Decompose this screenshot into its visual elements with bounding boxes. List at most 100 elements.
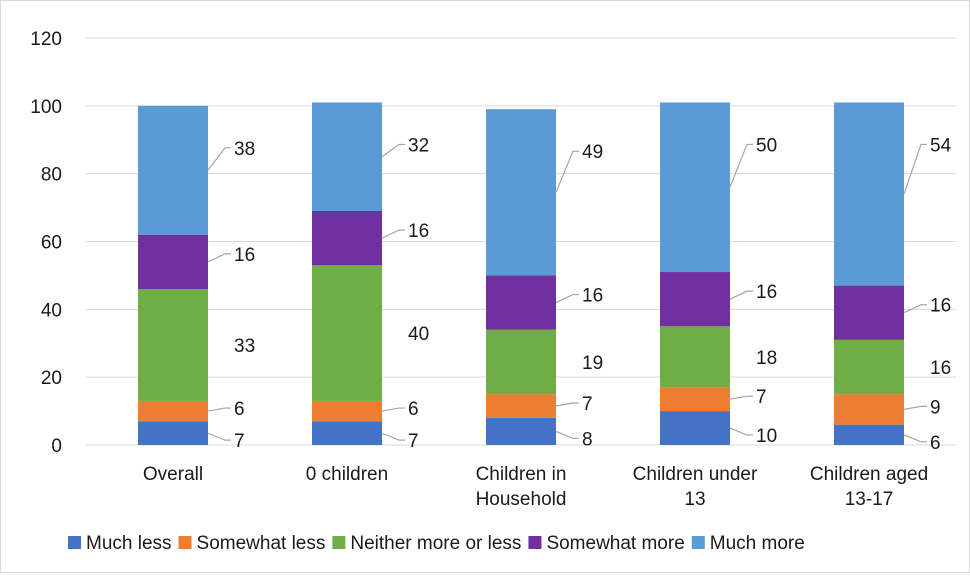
bar-segment [834, 424, 904, 445]
bar-segment [834, 394, 904, 425]
data-label: 54 [930, 135, 952, 156]
legend-label: Much more [710, 533, 805, 554]
data-label: 40 [408, 324, 429, 345]
leader-line [729, 143, 753, 188]
data-label: 16 [930, 358, 951, 379]
bar-segment [660, 102, 730, 273]
data-label: 16 [234, 245, 255, 266]
legend-swatch [68, 536, 81, 549]
bar-segment [660, 272, 730, 327]
y-tick-label: 100 [30, 97, 62, 118]
bar-segment [138, 105, 208, 235]
y-tick-label: 80 [41, 165, 62, 186]
bar-segment [660, 411, 730, 445]
data-label: 19 [582, 353, 603, 374]
data-label: 6 [234, 399, 245, 420]
bar-segment [138, 421, 208, 445]
legend-swatch [528, 536, 542, 549]
bar-segment [138, 234, 208, 289]
bar-segment [660, 326, 730, 388]
bar-segment [312, 421, 382, 445]
leader-line [555, 430, 579, 440]
y-tick-label: 40 [41, 300, 62, 321]
data-label: 7 [408, 431, 419, 452]
leader-line [903, 434, 927, 443]
data-label: 16 [408, 221, 429, 242]
legend-swatch [691, 536, 705, 549]
legend-swatch [178, 536, 192, 549]
leader-line [381, 143, 405, 158]
bar-segment [834, 285, 904, 340]
legend-label: Much less [86, 533, 172, 554]
category-label: Children in Household [476, 464, 567, 510]
leader-line [729, 395, 753, 400]
legend-label: Somewhat less [197, 533, 326, 554]
data-label: 6 [930, 433, 941, 454]
bar-segment [660, 387, 730, 412]
leader-line [381, 407, 405, 412]
category-labels: Overall 0 children Children in Household Chi… [143, 464, 928, 510]
leader-line [555, 150, 579, 193]
bar-segment [486, 109, 556, 276]
data-label: 7 [234, 431, 245, 452]
data-label: 16 [930, 296, 951, 317]
leader-line [555, 402, 579, 407]
bar-segment [834, 102, 904, 286]
legend-label: Neither more or less [350, 533, 521, 554]
data-label: 10 [756, 426, 777, 447]
y-tick-label: 20 [41, 368, 62, 389]
data-label: 38 [234, 139, 255, 160]
leader-line [207, 407, 231, 412]
bar-segment [138, 288, 208, 401]
bar-segment [486, 275, 556, 330]
bar-segment [486, 329, 556, 395]
data-label: 33 [234, 336, 255, 357]
leader-line [729, 427, 753, 436]
data-label: 18 [756, 348, 777, 369]
data-label: 32 [408, 135, 429, 156]
data-label: 6 [408, 399, 419, 420]
bar-segment [834, 339, 904, 395]
legend-swatch [332, 536, 346, 549]
data-label: 50 [756, 135, 777, 156]
leader-lines [207, 143, 927, 443]
leader-line [207, 147, 231, 171]
data-labels: 7 6 33 16 38 7 6 40 16 32 8 7 19 16 49 10 7 18 16 50 6 9 16 16 5… [234, 135, 952, 453]
category-label: Children under 13 [633, 464, 758, 510]
leader-line [381, 432, 405, 441]
category-label: 0 children [306, 464, 388, 485]
leader-line [207, 253, 231, 263]
data-label: 16 [756, 282, 777, 303]
bar-segment [312, 210, 382, 266]
category-label: Overall [143, 464, 203, 485]
data-label: 9 [930, 397, 941, 418]
y-tick-label: 60 [41, 233, 62, 254]
data-label: 8 [582, 429, 593, 450]
data-label: 16 [582, 286, 603, 307]
y-tick-label: 120 [30, 29, 62, 50]
leader-line [207, 432, 231, 441]
category-label: Children aged 13-17 [810, 464, 928, 510]
legend-label: Somewhat more [546, 533, 684, 554]
y-tick-label: 0 [51, 436, 62, 457]
bar-segment [138, 400, 208, 422]
leader-line [903, 405, 927, 410]
bar-segment [312, 400, 382, 422]
y-axis-tick-labels: 0 20 40 60 80 100 120 [30, 29, 62, 457]
legend: Much less Somewhat less Neither more or le… [68, 533, 805, 554]
data-label: 7 [756, 387, 767, 408]
data-label: 49 [582, 142, 603, 163]
leader-line [903, 143, 927, 195]
bar-segment [312, 265, 382, 401]
data-label: 7 [582, 394, 593, 415]
leader-line [555, 293, 579, 304]
leader-line [729, 290, 753, 300]
leader-line [903, 304, 927, 314]
bar-segment [312, 102, 382, 211]
leader-line [381, 229, 405, 239]
bar-segment [486, 417, 556, 445]
bars [138, 102, 904, 445]
bar-segment [486, 394, 556, 418]
